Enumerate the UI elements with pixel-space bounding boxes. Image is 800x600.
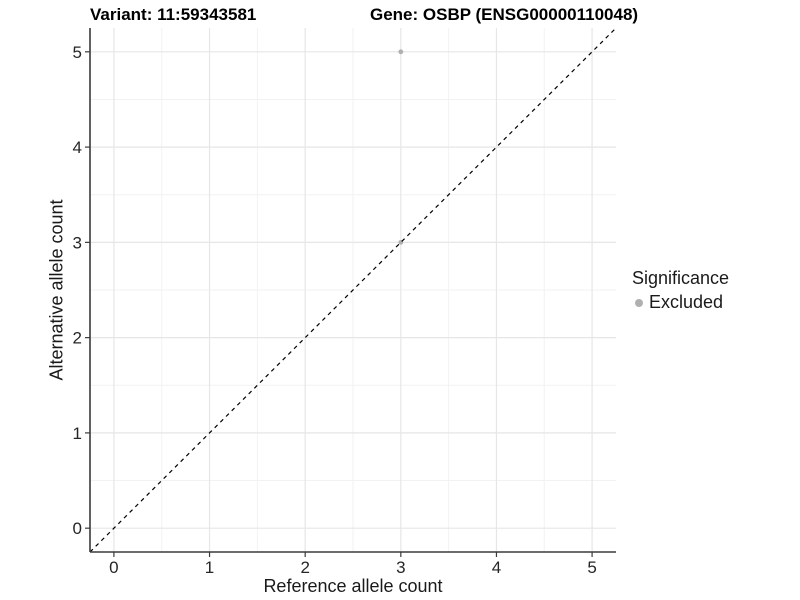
- x-tick-label: 4: [492, 558, 501, 577]
- x-tick-label: 1: [205, 558, 214, 577]
- x-tick-label: 5: [587, 558, 596, 577]
- y-tick-label: 4: [73, 138, 82, 157]
- x-tick-label: 0: [109, 558, 118, 577]
- y-tick-label: 5: [73, 43, 82, 62]
- y-axis-title: Alternative allele count: [46, 199, 67, 381]
- legend-title: Significance: [632, 268, 730, 288]
- y-tick-label: 1: [73, 424, 82, 443]
- identity-dashed-line: [89, 27, 617, 553]
- x-axis-title: Reference allele count: [263, 576, 443, 596]
- legend-item-excluded: Excluded: [630, 292, 729, 313]
- data-point: [398, 49, 404, 55]
- variant-title: Variant: 11:59343581: [90, 5, 257, 24]
- x-tick-label: 2: [300, 558, 309, 577]
- x-tick-label: 3: [396, 558, 405, 577]
- y-tick-label: 3: [73, 233, 82, 252]
- legend: Significance Excluded: [630, 268, 729, 313]
- y-tick-label: 2: [73, 329, 82, 348]
- legend-item-label: Excluded: [649, 292, 724, 312]
- gene-title: Gene: OSBP (ENSG00000110048): [370, 5, 639, 24]
- y-tick-label: 0: [73, 519, 82, 538]
- excluded-point-icon: [635, 298, 643, 307]
